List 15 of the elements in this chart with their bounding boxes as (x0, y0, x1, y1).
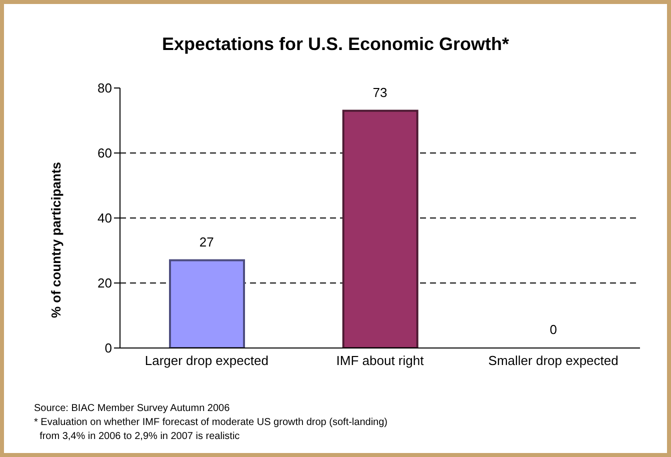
x-tick-label: IMF about right (336, 353, 424, 368)
y-tick-label: 40 (98, 210, 112, 226)
x-tick-label: Larger drop expected (144, 353, 268, 368)
data-label: 27 (199, 234, 214, 250)
y-tick-label: 0 (104, 340, 112, 356)
data-label: 0 (550, 322, 557, 337)
y-tick-label: 60 (98, 146, 112, 161)
y-tick-label: 20 (98, 276, 112, 291)
y-axis-title: % of country participants (48, 162, 64, 318)
data-label: 73 (372, 84, 388, 100)
source-note: Source: BIAC Member Survey Autumn 2006 (34, 402, 231, 416)
chart-title: Expectations for U.S. Economic Growth* (160, 34, 510, 55)
y-tick-label: 80 (98, 80, 112, 96)
text: * Evaluation on whether IMF forecast of moderate US growth drop (soft-landing) from 3,4% in 2006 to 2,9% in 2007 is realistic (34, 416, 388, 444)
x-tick-label: Smaller drop expected (488, 353, 618, 368)
